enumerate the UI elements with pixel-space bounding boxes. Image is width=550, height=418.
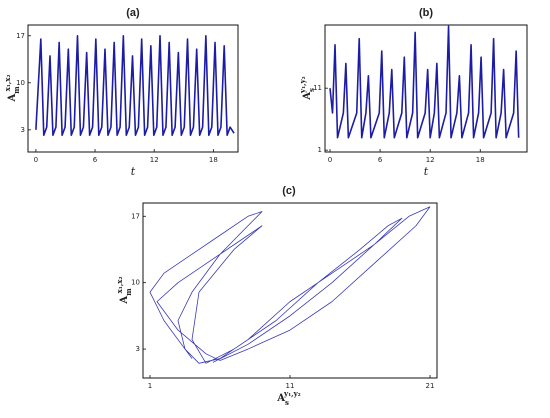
x-tick-label: 18 [476,156,485,164]
x-tick-label: 0 [328,156,332,164]
x-tick-label: 0 [34,156,38,164]
x-tick-label: 6 [93,156,98,164]
plot-frame [27,24,239,153]
y-tick-label: 11 [313,84,322,92]
label-base: A [7,94,18,103]
x-axis-label: t [424,165,429,178]
label-sup: x₁,x₂ [3,74,12,91]
label-base: A [302,92,313,101]
data-line [35,34,235,136]
panel-title: (a) [126,7,140,19]
y-tick-label: 10 [131,279,140,287]
x-tick-label: 21 [426,382,435,390]
x-tick-label: 11 [286,382,295,390]
x-tick-label: 18 [209,156,218,164]
label-sup: y₁,y₂ [298,76,307,94]
axis-label: Amx₁,x₂ [115,276,133,304]
data-line [149,206,431,364]
axis-label: Amx₁,x₂ [3,74,21,102]
panel-title: (c) [282,185,296,197]
label-sup: y₁,y₂ [283,389,301,398]
y-tick-label: 3 [21,126,25,134]
y-tick-label: 10 [16,79,25,87]
y-tick-label: 17 [131,212,140,220]
y-tick-label: 17 [16,32,25,40]
label-sub: s [307,88,316,92]
label-base: A [119,296,130,305]
label-sub: m [124,288,133,296]
label-sub: s [285,398,289,407]
y-tick-label: 1 [318,146,322,154]
y-tick-label: 3 [136,345,140,353]
label-sup: x₁,x₂ [115,276,124,293]
axis-label: Asy₁,y₂ [276,389,300,407]
x-tick-label: 1 [148,382,152,390]
data-line [329,25,520,139]
x-axis-label: t [131,165,136,178]
label-sub: m [12,86,21,94]
label-base: A [276,393,285,404]
x-tick-label: 12 [150,156,159,164]
panel-title: (b) [419,7,433,19]
x-tick-label: 12 [426,156,435,164]
x-tick-label: 6 [378,156,383,164]
axis-label: Asy₁,y₂ [298,76,316,100]
